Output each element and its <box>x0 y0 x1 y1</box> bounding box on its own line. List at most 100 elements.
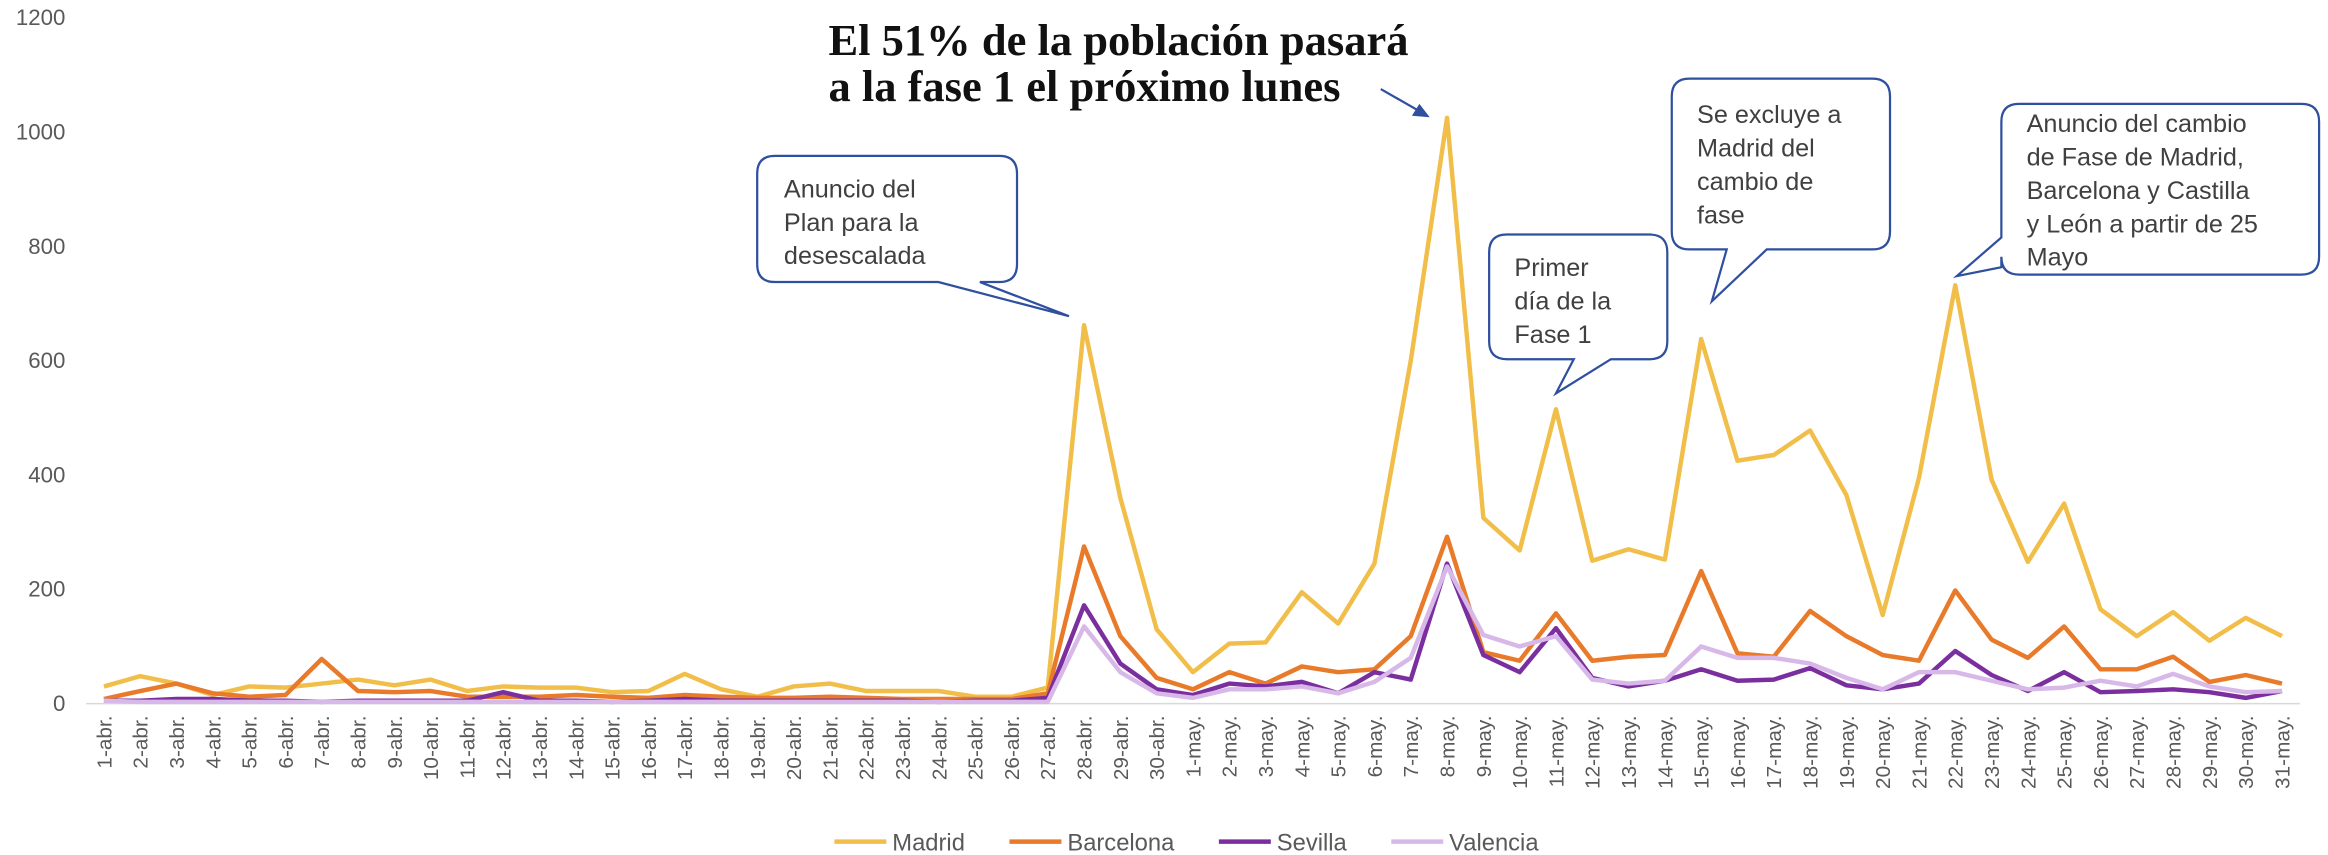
y-tick-label: 600 <box>28 348 65 373</box>
x-tick-label: 6-abr. <box>275 715 298 768</box>
callout-text: Madrid del <box>1697 135 1815 163</box>
x-tick-label: 7-may. <box>1400 715 1423 777</box>
x-tick-label: 30-may. <box>2235 715 2258 788</box>
callout-text: Barcelona y Castilla <box>2027 177 2251 205</box>
x-tick-label: 15-abr. <box>602 715 625 780</box>
x-tick-label: 13-may. <box>1618 715 1641 788</box>
x-tick-label: 24-may. <box>2017 715 2040 788</box>
x-tick-label: 18-abr. <box>710 715 733 780</box>
y-tick-label: 1200 <box>16 5 66 30</box>
x-tick-label: 10-may. <box>1509 715 1532 788</box>
x-tick-label: 14-may. <box>1654 715 1677 788</box>
x-tick-label: 17-abr. <box>674 715 697 780</box>
y-tick-label: 400 <box>28 462 65 487</box>
y-tick-label: 1000 <box>16 120 66 145</box>
callout-text: Mayo <box>2027 244 2089 272</box>
x-tick-label: 12-abr. <box>493 715 516 780</box>
legend-label: Valencia <box>1449 830 1539 855</box>
x-tick-label: 5-abr. <box>239 715 262 768</box>
series-line <box>103 564 2283 705</box>
y-tick-label: 0 <box>53 691 65 716</box>
x-tick-label: 5-may. <box>1328 715 1351 777</box>
callout-text: Plan para la <box>784 209 920 237</box>
x-tick-label: 28-abr. <box>1073 715 1096 780</box>
x-tick-label: 25-abr. <box>965 715 988 780</box>
x-tick-label: 3-abr. <box>166 715 189 768</box>
x-tick-label: 24-abr. <box>928 715 951 780</box>
callout-text: Fase 1 <box>1514 321 1591 349</box>
x-tick-label: 11-may. <box>1545 715 1568 787</box>
x-tick-label: 9-may. <box>1473 715 1496 777</box>
x-tick-label: 16-abr. <box>638 715 661 780</box>
x-tick-label: 26-abr. <box>1001 715 1024 780</box>
x-tick-label: 8-abr. <box>347 715 370 768</box>
x-tick-label: 29-abr. <box>1110 715 1133 780</box>
x-tick-label: 1-abr. <box>93 715 116 768</box>
x-tick-label: 8-may. <box>1436 715 1459 777</box>
x-tick-label: 3-may. <box>1255 715 1278 777</box>
callout-text: día de la <box>1514 287 1612 315</box>
series-line <box>103 534 2283 702</box>
x-tick-label: 14-abr. <box>565 715 588 780</box>
x-tick-label: 27-may. <box>2126 715 2149 788</box>
legend-label: Barcelona <box>1067 830 1175 855</box>
x-tick-label: 1-may. <box>1182 715 1205 777</box>
callout-text: Anuncio del cambio <box>2027 110 2247 138</box>
x-tick-label: 4-may. <box>1291 715 1314 777</box>
callout-text: desescalada <box>784 242 927 270</box>
x-tick-label: 29-may. <box>2199 715 2222 788</box>
callout-text: y León a partir de 25 <box>2027 210 2258 238</box>
x-tick-label: 6-may. <box>1364 715 1387 777</box>
x-tick-label: 22-abr. <box>856 715 879 780</box>
chart-title: a la fase 1 el próximo lunes <box>828 61 1340 111</box>
callout-text: cambio de <box>1697 168 1813 196</box>
x-tick-label: 9-abr. <box>384 715 407 768</box>
x-tick-label: 17-may. <box>1763 715 1786 788</box>
x-tick-label: 16-may. <box>1727 715 1750 788</box>
x-tick-label: 21-abr. <box>819 715 842 780</box>
x-tick-label: 13-abr. <box>529 715 552 780</box>
x-tick-label: 23-may. <box>1981 715 2004 788</box>
legend-label: Sevilla <box>1277 830 1348 855</box>
x-tick-label: 26-may. <box>2090 715 2113 788</box>
x-tick-label: 10-abr. <box>420 715 443 780</box>
x-tick-label: 22-may. <box>1945 715 1968 788</box>
callout-text: Anuncio del <box>784 175 916 203</box>
x-tick-label: 2-abr. <box>130 715 153 768</box>
x-tick-label: 20-may. <box>1872 715 1895 788</box>
callout-box <box>1952 102 2321 279</box>
series-line <box>103 115 2283 699</box>
x-tick-label: 11-abr. <box>456 715 479 778</box>
callout-text: Primer <box>1514 254 1588 282</box>
x-tick-label: 21-may. <box>1908 715 1931 788</box>
callout-text: fase <box>1697 201 1745 229</box>
callout-text: Se excluye a <box>1697 101 1842 129</box>
callout-box <box>756 154 1070 318</box>
x-tick-label: 30-abr. <box>1146 715 1169 780</box>
x-tick-label: 20-abr. <box>783 715 806 780</box>
callout-text: de Fase de Madrid, <box>2027 144 2244 172</box>
x-tick-label: 19-abr. <box>747 715 770 780</box>
y-tick-label: 200 <box>28 577 65 602</box>
x-tick-label: 27-abr. <box>1037 715 1060 780</box>
x-tick-label: 15-may. <box>1691 715 1714 788</box>
callout-box <box>1488 233 1669 397</box>
chart-title: El 51% de la población pasará <box>828 15 1408 65</box>
x-tick-label: 31-may. <box>2271 715 2294 788</box>
y-tick-label: 800 <box>28 234 65 259</box>
x-tick-label: 23-abr. <box>892 715 915 780</box>
x-tick-label: 19-may. <box>1836 715 1859 788</box>
title-arrow <box>1380 88 1423 114</box>
legend-label: Madrid <box>892 830 965 855</box>
callout-box <box>1670 77 1892 305</box>
x-tick-label: 28-may. <box>2162 715 2185 788</box>
x-tick-label: 18-may. <box>1799 715 1822 788</box>
x-tick-label: 2-may. <box>1219 715 1242 777</box>
x-tick-label: 25-may. <box>2054 715 2077 788</box>
x-tick-label: 4-abr. <box>202 715 225 768</box>
title-arrowhead <box>1411 103 1430 118</box>
x-tick-label: 12-may. <box>1582 715 1605 788</box>
x-tick-label: 7-abr. <box>311 715 334 768</box>
